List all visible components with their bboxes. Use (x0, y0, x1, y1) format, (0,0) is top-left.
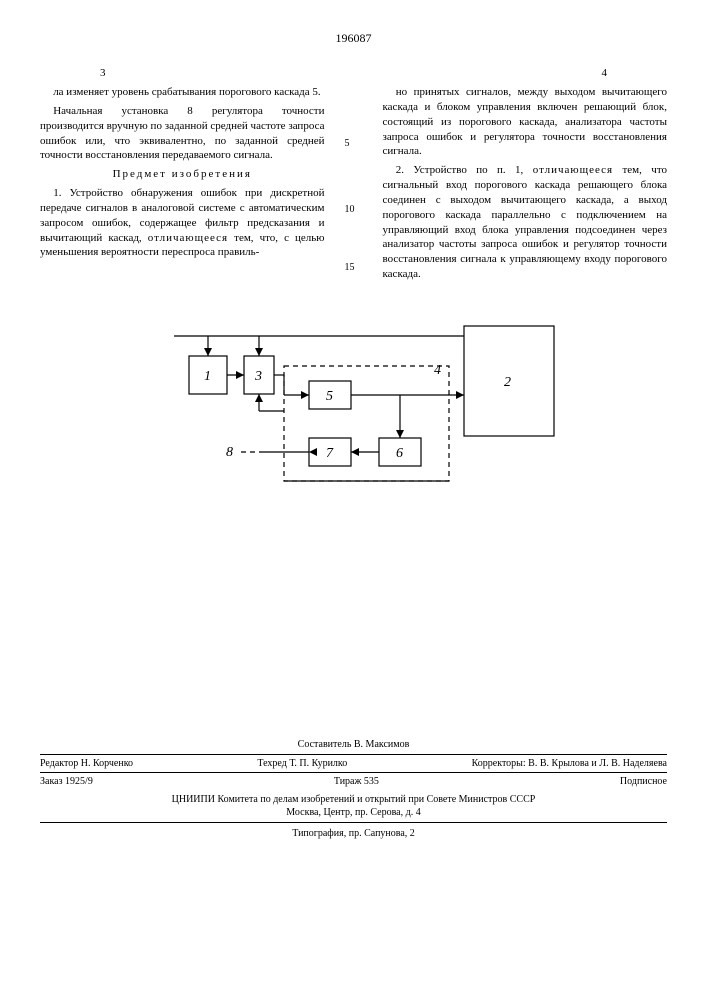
para: Начальная установка 8 регулятора точност… (40, 104, 325, 163)
label-4: 4 (434, 363, 441, 378)
correctors: Корректоры: В. В. Крылова и Л. В. Наделя… (472, 757, 667, 771)
para: 1. Устройство обнаружения ошибок при дис… (40, 186, 325, 260)
org: ЦНИИПИ Комитета по делам изобретений и о… (40, 793, 667, 807)
label-3: 3 (254, 369, 262, 384)
doc-number: 196087 (40, 30, 667, 46)
tirazh: Тираж 535 (334, 775, 379, 789)
page-left: 3 (100, 66, 106, 81)
right-column: но принятых сигналов, между выходом вычи… (383, 85, 668, 286)
label-1: 1 (204, 369, 211, 384)
left-column: ла изменяет уровень срабатывания порогов… (40, 85, 325, 286)
compiler: Составитель В. Максимов (40, 736, 667, 754)
line-num: 5 (345, 137, 350, 151)
label-2: 2 (504, 375, 511, 390)
label-7: 7 (326, 446, 334, 461)
line-num: 15 (345, 261, 355, 275)
order: Заказ 1925/9 (40, 775, 93, 789)
text-columns: ла изменяет уровень срабатывания порогов… (40, 85, 667, 286)
label-6: 6 (396, 446, 403, 461)
tech-editor: Техред Т. П. Курилко (257, 757, 347, 771)
para: ла изменяет уровень срабатывания порогов… (40, 85, 325, 100)
sign: Подписное (620, 775, 667, 789)
page-right: 4 (602, 66, 608, 81)
block-diagram: 1 2 3 4 5 6 7 8 (144, 316, 564, 536)
typography: Типография, пр. Сапунова, 2 (40, 822, 667, 845)
para: но принятых сигналов, между выходом вычи… (383, 85, 668, 159)
line-number-gutter: 5 10 15 (345, 85, 363, 286)
line-num: 10 (345, 203, 355, 217)
label-5: 5 (326, 389, 333, 404)
para: 2. Устройство по п. 1, отличающееся тем,… (383, 163, 668, 282)
footer: Составитель В. Максимов Редактор Н. Корч… (40, 736, 667, 844)
section-heading: Предмет изобретения (40, 167, 325, 182)
label-8: 8 (226, 445, 233, 460)
addr: Москва, Центр, пр. Серова, д. 4 (40, 806, 667, 820)
editor: Редактор Н. Корченко (40, 757, 133, 771)
